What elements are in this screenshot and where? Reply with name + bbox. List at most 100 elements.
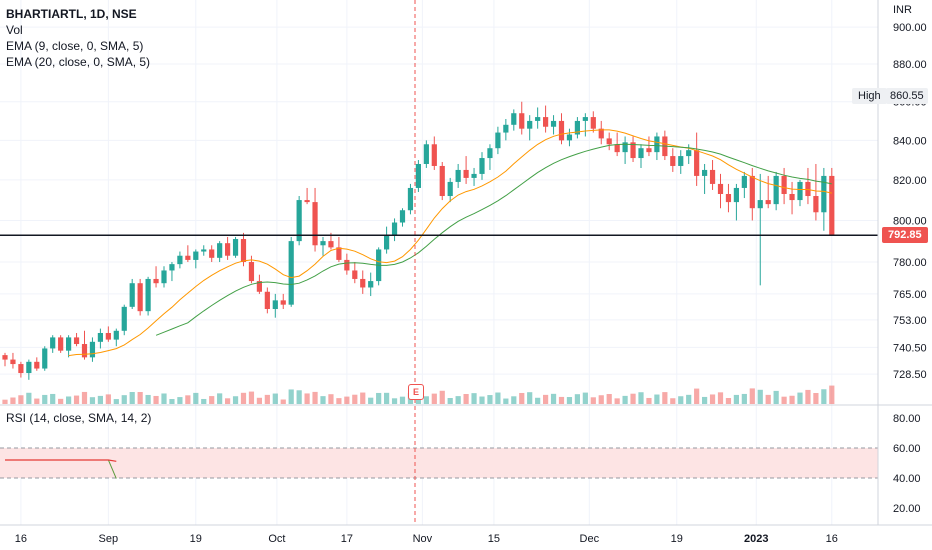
candle <box>439 162 445 201</box>
candle <box>535 107 541 129</box>
candle <box>209 245 215 263</box>
time-axis-label: 17 <box>341 533 353 545</box>
volume-bar <box>240 392 247 404</box>
candle <box>66 335 72 358</box>
rsi-ma-line <box>5 459 117 462</box>
volume-bar <box>550 393 557 404</box>
symbol-title[interactable]: BHARTIARTL, 1D, NSE <box>6 7 137 21</box>
high-value-badge: 860.55 <box>886 88 928 104</box>
candle-body <box>415 163 421 188</box>
candle-body <box>797 181 803 201</box>
candle-body <box>352 270 358 279</box>
candle-body <box>272 300 278 309</box>
candle <box>630 136 636 163</box>
candle <box>113 328 119 347</box>
candle-body <box>598 128 604 139</box>
time-axis-label: Dec <box>580 533 600 545</box>
candle <box>662 130 668 161</box>
volume-bar <box>129 392 135 404</box>
candle <box>463 156 469 184</box>
candle-body <box>384 234 390 250</box>
candle <box>447 177 453 203</box>
ema-lines <box>68 129 832 357</box>
earnings-marker[interactable]: E <box>408 384 424 400</box>
candle <box>129 278 135 309</box>
volume-bar <box>447 398 453 404</box>
candle-body <box>709 169 716 184</box>
candle <box>105 326 111 342</box>
ema-slow-legend[interactable]: EMA (20, close, 0, SMA, 5) <box>6 55 151 69</box>
candle <box>503 119 509 141</box>
candle <box>543 105 549 133</box>
candle-body <box>630 142 636 159</box>
rsi-band-fill <box>0 448 878 478</box>
volume-bar <box>757 389 763 404</box>
candle <box>829 167 835 235</box>
candle <box>725 183 732 213</box>
rsi-title[interactable]: RSI (14, close, SMA, 14, 2) <box>6 411 152 425</box>
candle-body <box>81 344 88 358</box>
volume-bar <box>225 398 231 404</box>
candle <box>606 132 612 151</box>
candle-body <box>439 165 445 197</box>
candle-body <box>614 144 620 153</box>
candle <box>352 262 358 284</box>
candle <box>717 173 724 209</box>
rsi-axis-label: 60.00 <box>893 443 921 455</box>
volume-bar <box>344 396 350 404</box>
volume-bar <box>598 395 604 404</box>
candle-body <box>10 359 16 365</box>
candle-body <box>89 341 96 358</box>
candle-body <box>686 150 692 157</box>
candle <box>272 293 278 318</box>
rsi-axis-label: 40.00 <box>893 473 921 485</box>
ema-fast-legend[interactable]: EMA (9, close, 0, SMA, 5) <box>6 39 144 53</box>
candle-body <box>177 255 183 265</box>
candle <box>312 187 318 252</box>
candle <box>18 361 24 378</box>
volume-bar <box>81 391 88 404</box>
last-price-badge: 792.85 <box>882 227 928 243</box>
candlestick-series <box>2 101 835 380</box>
candle <box>121 304 127 336</box>
candle <box>773 171 779 211</box>
candle <box>678 150 684 174</box>
candle <box>654 132 660 161</box>
candle <box>26 359 32 380</box>
rsi-lines <box>5 459 117 479</box>
volume-bar <box>201 398 207 404</box>
candle-body <box>399 210 406 223</box>
candle <box>304 187 310 205</box>
candle-body <box>423 144 429 164</box>
volume-bar <box>280 399 286 404</box>
vol-legend[interactable]: Vol <box>6 23 23 37</box>
volume-bar <box>10 397 16 404</box>
ema-20-line <box>155 143 832 336</box>
candle-body <box>646 148 652 153</box>
candle <box>757 173 763 286</box>
candle-body <box>622 142 628 153</box>
candle-body <box>391 222 398 235</box>
volume-bar <box>527 392 533 404</box>
candle-body <box>503 124 509 133</box>
volume-bar <box>248 391 255 404</box>
volume-bar <box>805 389 811 404</box>
candle <box>423 140 429 168</box>
volume-bar <box>606 394 612 404</box>
volume-bar <box>113 399 119 404</box>
candle-body <box>733 187 739 203</box>
price-axis-label: 840.00 <box>893 135 927 147</box>
volume-bar <box>296 390 302 404</box>
volume-bar <box>662 392 668 404</box>
volume-bar <box>479 396 485 404</box>
volume-bar <box>670 398 676 404</box>
time-axis-label: 19 <box>190 533 202 545</box>
currency-label: INR <box>893 4 912 16</box>
candle-body <box>26 361 32 374</box>
candle-body <box>495 132 501 149</box>
volume-bar <box>614 398 620 404</box>
candle <box>368 272 374 297</box>
volume-bar <box>654 394 660 404</box>
chart-legend: BHARTIARTL, 1D, NSE Vol EMA (9, close, 0… <box>6 6 150 70</box>
